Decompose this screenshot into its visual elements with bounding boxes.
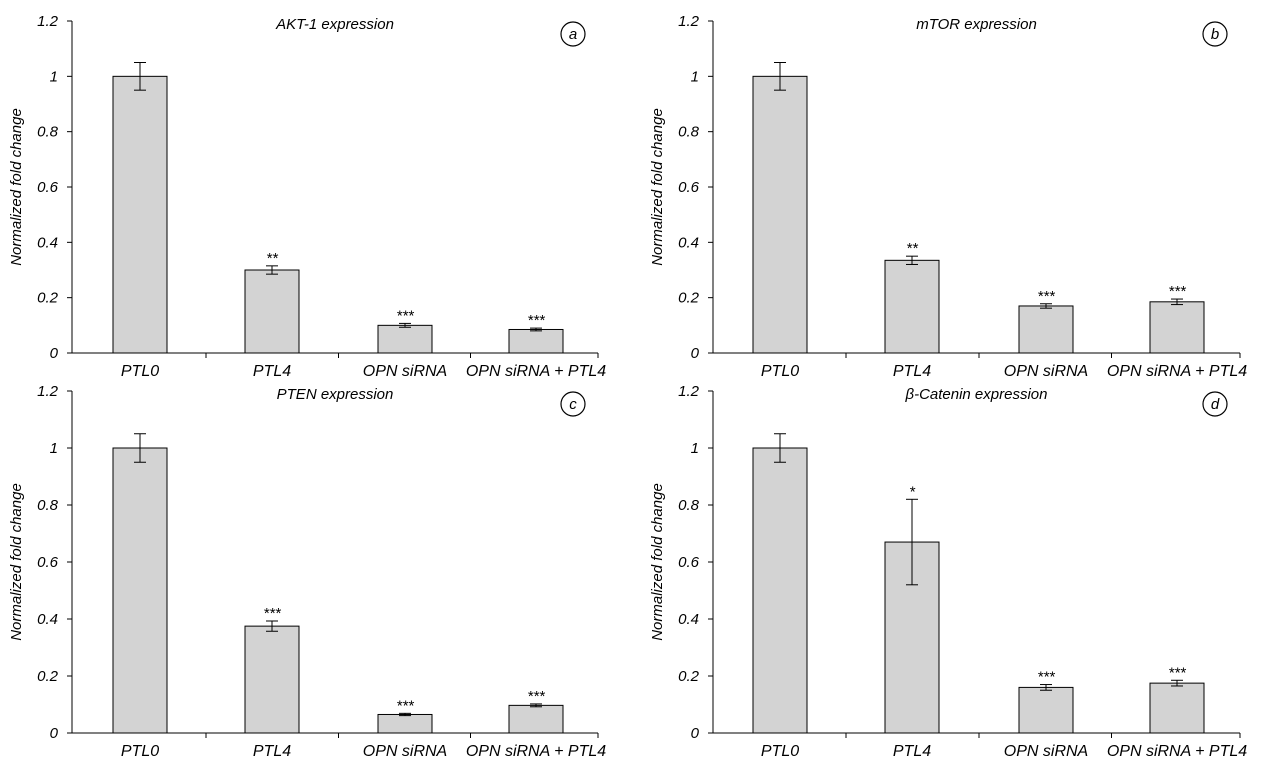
panel-label-circle xyxy=(1202,391,1228,417)
bar xyxy=(508,704,564,734)
y-tick-label: 0 xyxy=(50,345,59,362)
chart-title: β-Catenin expression xyxy=(905,386,1048,403)
category-label: OPN siRNA + PTL4 xyxy=(466,743,606,760)
bar xyxy=(112,447,168,734)
category-label: OPN siRNA + PTL4 xyxy=(1107,743,1247,760)
category-label: PTL4 xyxy=(253,743,291,760)
chart-title: AKT-1 expression xyxy=(275,16,394,33)
panel-label-circle xyxy=(560,21,586,47)
y-tick-label: 1.2 xyxy=(678,13,700,30)
bar xyxy=(244,269,300,354)
y-tick-label: 0.6 xyxy=(678,179,700,196)
category-label: OPN siRNA + PTL4 xyxy=(466,363,606,380)
y-tick-label: 0.4 xyxy=(678,234,699,251)
significance-label: *** xyxy=(1168,283,1187,300)
category-label: OPN siRNA + PTL4 xyxy=(1107,363,1247,380)
y-tick-label: 0.8 xyxy=(678,124,700,141)
chart-panel-b: 0 0.2 0.4 0.6 0.8 1 1.2 PTL0 ** PTL4 *** OPN siRNA *… xyxy=(649,13,1247,380)
y-tick-label: 0 xyxy=(691,345,700,362)
panel-label: c xyxy=(569,396,577,413)
bar xyxy=(884,259,940,354)
y-tick-label: 0.2 xyxy=(678,290,700,307)
category-label: PTL0 xyxy=(761,363,799,380)
chart-panel-d: 0 0.2 0.4 0.6 0.8 1 1.2 PTL0 * PTL4 *** OPN siRNA **… xyxy=(649,383,1247,760)
y-tick-label: 1 xyxy=(691,68,699,85)
significance-label: *** xyxy=(527,688,546,705)
panel-label-circle xyxy=(560,391,586,417)
y-tick-label: 1 xyxy=(50,68,58,85)
significance-label: *** xyxy=(1037,288,1056,305)
bar xyxy=(752,447,808,734)
bar xyxy=(377,324,433,354)
y-tick-label: 0.2 xyxy=(37,290,59,307)
category-label: OPN siRNA xyxy=(363,743,447,760)
significance-label: *** xyxy=(263,605,282,622)
bar xyxy=(112,75,168,354)
bar xyxy=(1149,682,1205,734)
y-tick-label: 0 xyxy=(691,725,700,742)
y-tick-label: 0.8 xyxy=(678,497,700,514)
bar xyxy=(752,75,808,354)
chart-panel-a: 0 0.2 0.4 0.6 0.8 1 1.2 PTL0 ** PTL4 *** OPN siRNA *… xyxy=(8,13,606,380)
bar xyxy=(1018,305,1074,354)
bar xyxy=(1149,301,1205,354)
y-tick-label: 0.6 xyxy=(37,554,59,571)
y-tick-label: 1 xyxy=(50,440,58,457)
category-label: PTL0 xyxy=(121,743,159,760)
y-axis-label: Normalized fold change xyxy=(649,483,666,641)
y-tick-label: 0.4 xyxy=(37,234,58,251)
bar xyxy=(1018,686,1074,734)
significance-label: *** xyxy=(1037,669,1056,686)
significance-label: *** xyxy=(396,697,415,714)
significance-label: *** xyxy=(527,312,546,329)
category-label: OPN siRNA xyxy=(363,363,447,380)
category-label: PTL0 xyxy=(761,743,799,760)
significance-label: ** xyxy=(906,240,919,257)
y-tick-label: 1.2 xyxy=(37,383,59,400)
category-label: PTL4 xyxy=(253,363,291,380)
y-tick-label: 0.8 xyxy=(37,124,59,141)
y-tick-label: 0.4 xyxy=(678,611,699,628)
y-axis-label: Normalized fold change xyxy=(8,483,25,641)
significance-label: *** xyxy=(396,307,415,324)
y-tick-label: 0.8 xyxy=(37,497,59,514)
category-label: OPN siRNA xyxy=(1004,363,1088,380)
y-tick-label: 0.6 xyxy=(37,179,59,196)
y-axis-label: Normalized fold change xyxy=(649,108,666,266)
significance-label: * xyxy=(909,483,916,500)
category-label: OPN siRNA xyxy=(1004,743,1088,760)
y-tick-label: 0.2 xyxy=(678,668,700,685)
chart-title: PTEN expression xyxy=(277,386,394,403)
y-tick-label: 1 xyxy=(691,440,699,457)
bar xyxy=(377,713,433,734)
y-axis-label: Normalized fold change xyxy=(8,108,25,266)
y-tick-label: 1.2 xyxy=(37,13,59,30)
significance-label: ** xyxy=(266,250,279,267)
y-tick-label: 0 xyxy=(50,725,59,742)
y-tick-label: 0.6 xyxy=(678,554,700,571)
category-label: PTL4 xyxy=(893,743,931,760)
panel-label: d xyxy=(1211,396,1220,413)
y-tick-label: 1.2 xyxy=(678,383,700,400)
bar xyxy=(508,328,564,354)
chart-title: mTOR expression xyxy=(916,16,1037,33)
panel-label-circle xyxy=(1202,21,1228,47)
chart-panel-c: 0 0.2 0.4 0.6 0.8 1 1.2 PTL0 *** PTL4 *** OPN siRNA… xyxy=(8,383,606,760)
category-label: PTL4 xyxy=(893,363,931,380)
panel-label: a xyxy=(569,26,577,43)
category-label: PTL0 xyxy=(121,363,159,380)
bar xyxy=(244,625,300,734)
panel-label: b xyxy=(1211,26,1219,43)
y-tick-label: 0.2 xyxy=(37,668,59,685)
y-tick-label: 0.4 xyxy=(37,611,58,628)
significance-label: *** xyxy=(1168,664,1187,681)
